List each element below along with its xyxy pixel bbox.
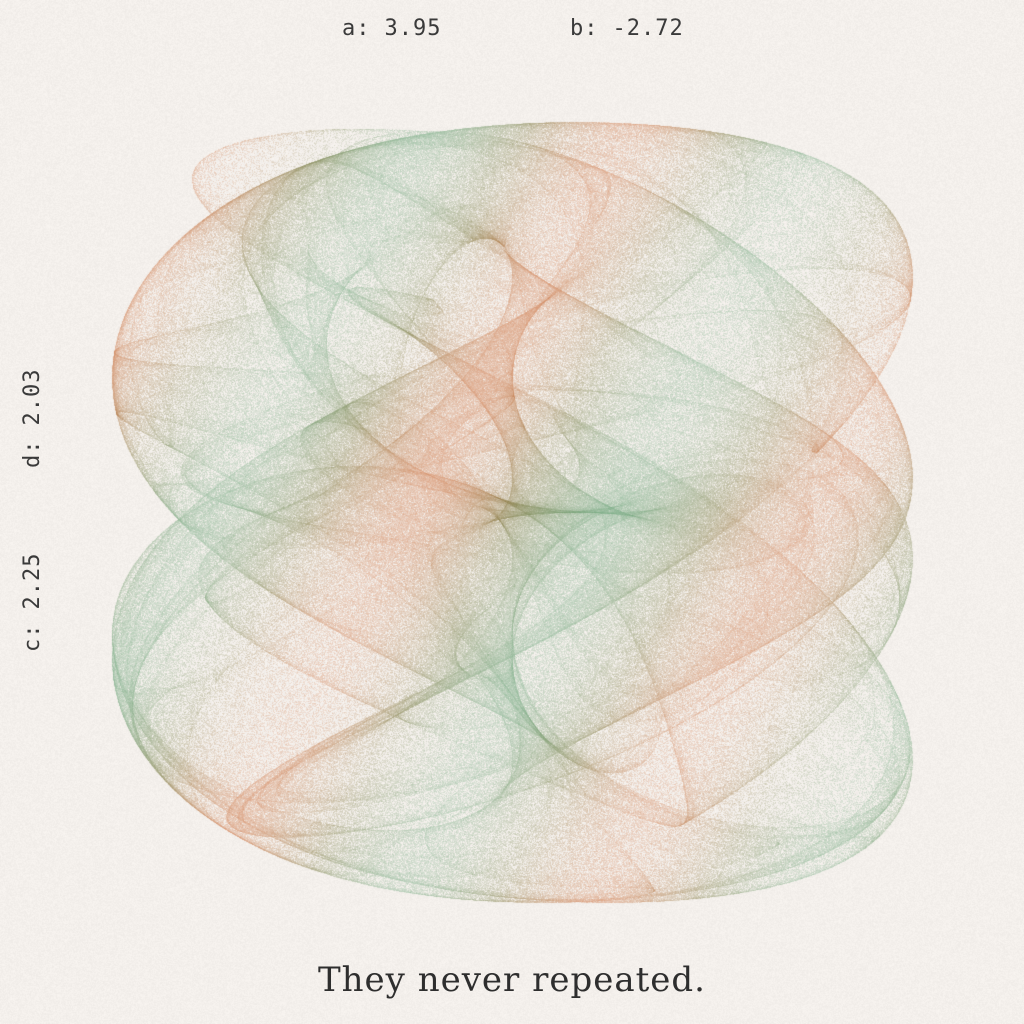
param-a-label: a:: [342, 16, 371, 41]
param-d-label: d:: [20, 440, 45, 469]
param-a-readout: a: 3.95: [342, 16, 441, 41]
param-b-value: -2.72: [613, 16, 684, 41]
param-d-readout: d: 2.03: [20, 369, 45, 468]
param-b-readout: b: -2.72: [570, 16, 684, 41]
caption: They never repeated.: [0, 960, 1024, 1000]
param-a-value: 3.95: [385, 16, 442, 41]
param-c-readout: c: 2.25: [20, 553, 45, 652]
param-c-label: c:: [20, 624, 45, 653]
param-b-label: b:: [570, 16, 599, 41]
param-c-value: 2.25: [20, 553, 45, 610]
param-d-value: 2.03: [20, 369, 45, 426]
